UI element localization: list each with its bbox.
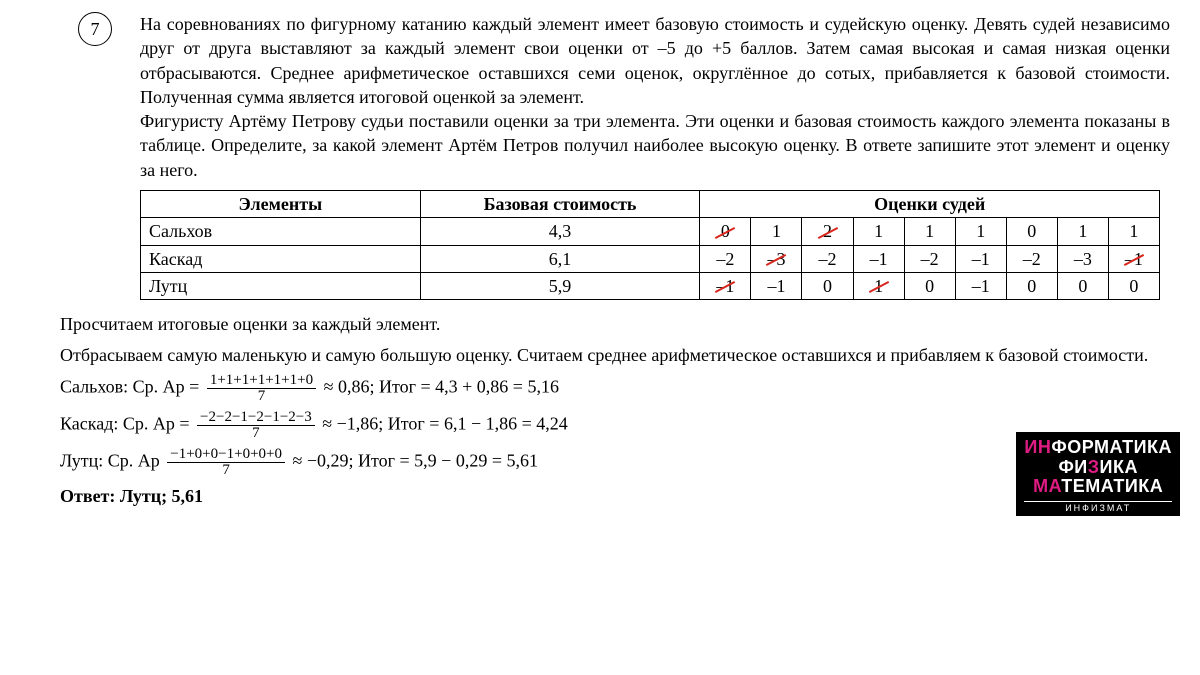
judge-score: –1 (1108, 245, 1159, 272)
problem-number: 7 (78, 12, 112, 46)
element-name: Сальхов (141, 218, 421, 245)
problem-para-2: Фигуристу Артёму Петрову судьи поставили… (140, 109, 1170, 182)
logo-l3a: МА (1033, 476, 1061, 496)
element-name: Лутц (141, 272, 421, 299)
logo-l2c: ИКА (1100, 457, 1138, 477)
calc-line: Сальхов: Ср. Ар = 1+1+1+1+1+1+07 ≈ 0,86;… (60, 373, 1170, 404)
judge-score: 0 (904, 272, 955, 299)
judge-score: 1 (1057, 218, 1108, 245)
judge-score: 0 (700, 218, 751, 245)
logo-l1b: ФОР (1051, 437, 1094, 457)
judge-score: 1 (853, 272, 904, 299)
table-row: Каскад6,1–2–3–2–1–2–1–2–3–1 (141, 245, 1160, 272)
judge-score: 2 (802, 218, 853, 245)
logo-sub: ИНФИЗМАТ (1024, 501, 1172, 514)
judge-score: 1 (751, 218, 802, 245)
logo-l3c: ЕМАТИКА (1073, 476, 1164, 496)
solution-method: Отбрасываем самую маленькую и самую боль… (60, 343, 1170, 367)
logo-l1c: МАТИКА (1094, 437, 1172, 457)
element-name: Каскад (141, 245, 421, 272)
judge-score: –1 (700, 272, 751, 299)
base-value: 6,1 (420, 245, 700, 272)
logo-l3b: Т (1061, 476, 1073, 496)
table-row: Сальхов4,3012111011 (141, 218, 1160, 245)
judge-score: –2 (700, 245, 751, 272)
calc-line: Каскад: Ср. Ар = −2−2−1−2−1−2−37 ≈ −1,86… (60, 410, 1170, 441)
logo-l2a: ФИ (1058, 457, 1087, 477)
solution-intro: Просчитаем итоговые оценки за каждый эле… (60, 312, 1170, 336)
base-value: 5,9 (420, 272, 700, 299)
judge-score: 0 (1057, 272, 1108, 299)
scores-table: Элементы Базовая стоимость Оценки судей … (140, 190, 1160, 300)
th-elements: Элементы (141, 191, 421, 218)
judge-score: 0 (1108, 272, 1159, 299)
base-value: 4,3 (420, 218, 700, 245)
calc-line: Лутц: Ср. Ар −1+0+0−1+0+0+07 ≈ −0,29; Ит… (60, 447, 1170, 478)
judge-score: –2 (904, 245, 955, 272)
judge-score: –1 (751, 272, 802, 299)
judge-score: –2 (802, 245, 853, 272)
judge-score: –1 (853, 245, 904, 272)
judge-score: –2 (1006, 245, 1057, 272)
logo-l2b: З (1088, 457, 1100, 477)
brand-logo: ИНФОРМАТИКА ФИЗИКА МАТЕМАТИКА ИНФИЗМАТ (1016, 432, 1180, 516)
judge-score: –3 (751, 245, 802, 272)
judge-score: –3 (1057, 245, 1108, 272)
answer: Ответ: Лутц; 5,61 (60, 484, 1170, 508)
problem-statement: На соревнованиях по фигурному катанию ка… (140, 12, 1170, 182)
th-base: Базовая стоимость (420, 191, 700, 218)
solution-block: Просчитаем итоговые оценки за каждый эле… (60, 312, 1170, 508)
judge-score: 0 (1006, 218, 1057, 245)
th-judges: Оценки судей (700, 191, 1160, 218)
judge-score: 0 (1006, 272, 1057, 299)
judge-score: 1 (955, 218, 1006, 245)
logo-l1a: ИН (1024, 437, 1051, 457)
judge-score: 1 (904, 218, 955, 245)
judge-score: –1 (955, 245, 1006, 272)
judge-score: –1 (955, 272, 1006, 299)
table-row: Лутц5,9–1–1010–1000 (141, 272, 1160, 299)
judge-score: 1 (853, 218, 904, 245)
problem-para-1: На соревнованиях по фигурному катанию ка… (140, 12, 1170, 109)
judge-score: 0 (802, 272, 853, 299)
judge-score: 1 (1108, 218, 1159, 245)
